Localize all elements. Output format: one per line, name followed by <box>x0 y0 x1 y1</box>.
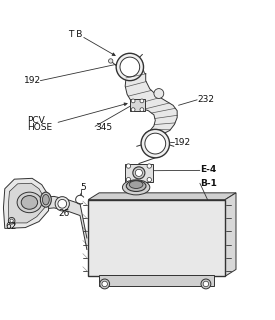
Bar <box>88 200 225 276</box>
Text: B-1: B-1 <box>200 179 217 188</box>
Circle shape <box>131 108 135 112</box>
Circle shape <box>135 169 142 176</box>
Circle shape <box>131 99 135 103</box>
Circle shape <box>140 108 144 112</box>
Circle shape <box>154 89 164 99</box>
Circle shape <box>120 57 140 77</box>
Circle shape <box>147 178 152 182</box>
Ellipse shape <box>122 180 150 195</box>
Circle shape <box>201 279 211 289</box>
Circle shape <box>10 219 13 222</box>
Circle shape <box>55 197 69 211</box>
Bar <box>130 99 145 111</box>
Circle shape <box>116 53 144 81</box>
Circle shape <box>8 218 15 224</box>
Ellipse shape <box>126 180 146 191</box>
Text: 5: 5 <box>81 183 86 192</box>
Bar <box>125 164 153 182</box>
Circle shape <box>141 129 169 158</box>
Text: 62: 62 <box>6 222 17 231</box>
Circle shape <box>126 178 131 182</box>
Polygon shape <box>125 74 177 133</box>
Text: E-4: E-4 <box>200 165 217 174</box>
Polygon shape <box>88 193 236 200</box>
Polygon shape <box>8 183 45 223</box>
Polygon shape <box>225 193 236 276</box>
Text: 232: 232 <box>198 95 215 104</box>
Circle shape <box>126 164 131 168</box>
Text: 192: 192 <box>24 76 41 85</box>
Text: T B: T B <box>68 30 82 39</box>
Circle shape <box>102 281 108 287</box>
Circle shape <box>147 164 152 168</box>
Ellipse shape <box>40 192 51 207</box>
Ellipse shape <box>42 195 49 205</box>
Ellipse shape <box>21 196 38 209</box>
Text: PCV: PCV <box>28 116 45 125</box>
Circle shape <box>145 133 166 154</box>
Text: HOSE: HOSE <box>28 123 53 132</box>
Ellipse shape <box>17 192 42 213</box>
Circle shape <box>58 199 67 208</box>
Circle shape <box>203 281 209 287</box>
Text: 345: 345 <box>95 123 112 132</box>
Circle shape <box>133 167 145 179</box>
Circle shape <box>109 59 113 63</box>
Text: 192: 192 <box>174 138 192 147</box>
Text: 26: 26 <box>58 209 70 218</box>
Circle shape <box>100 279 110 289</box>
Circle shape <box>140 99 144 103</box>
Bar <box>99 276 214 286</box>
Polygon shape <box>3 178 49 228</box>
Ellipse shape <box>129 181 143 188</box>
Polygon shape <box>49 196 87 250</box>
